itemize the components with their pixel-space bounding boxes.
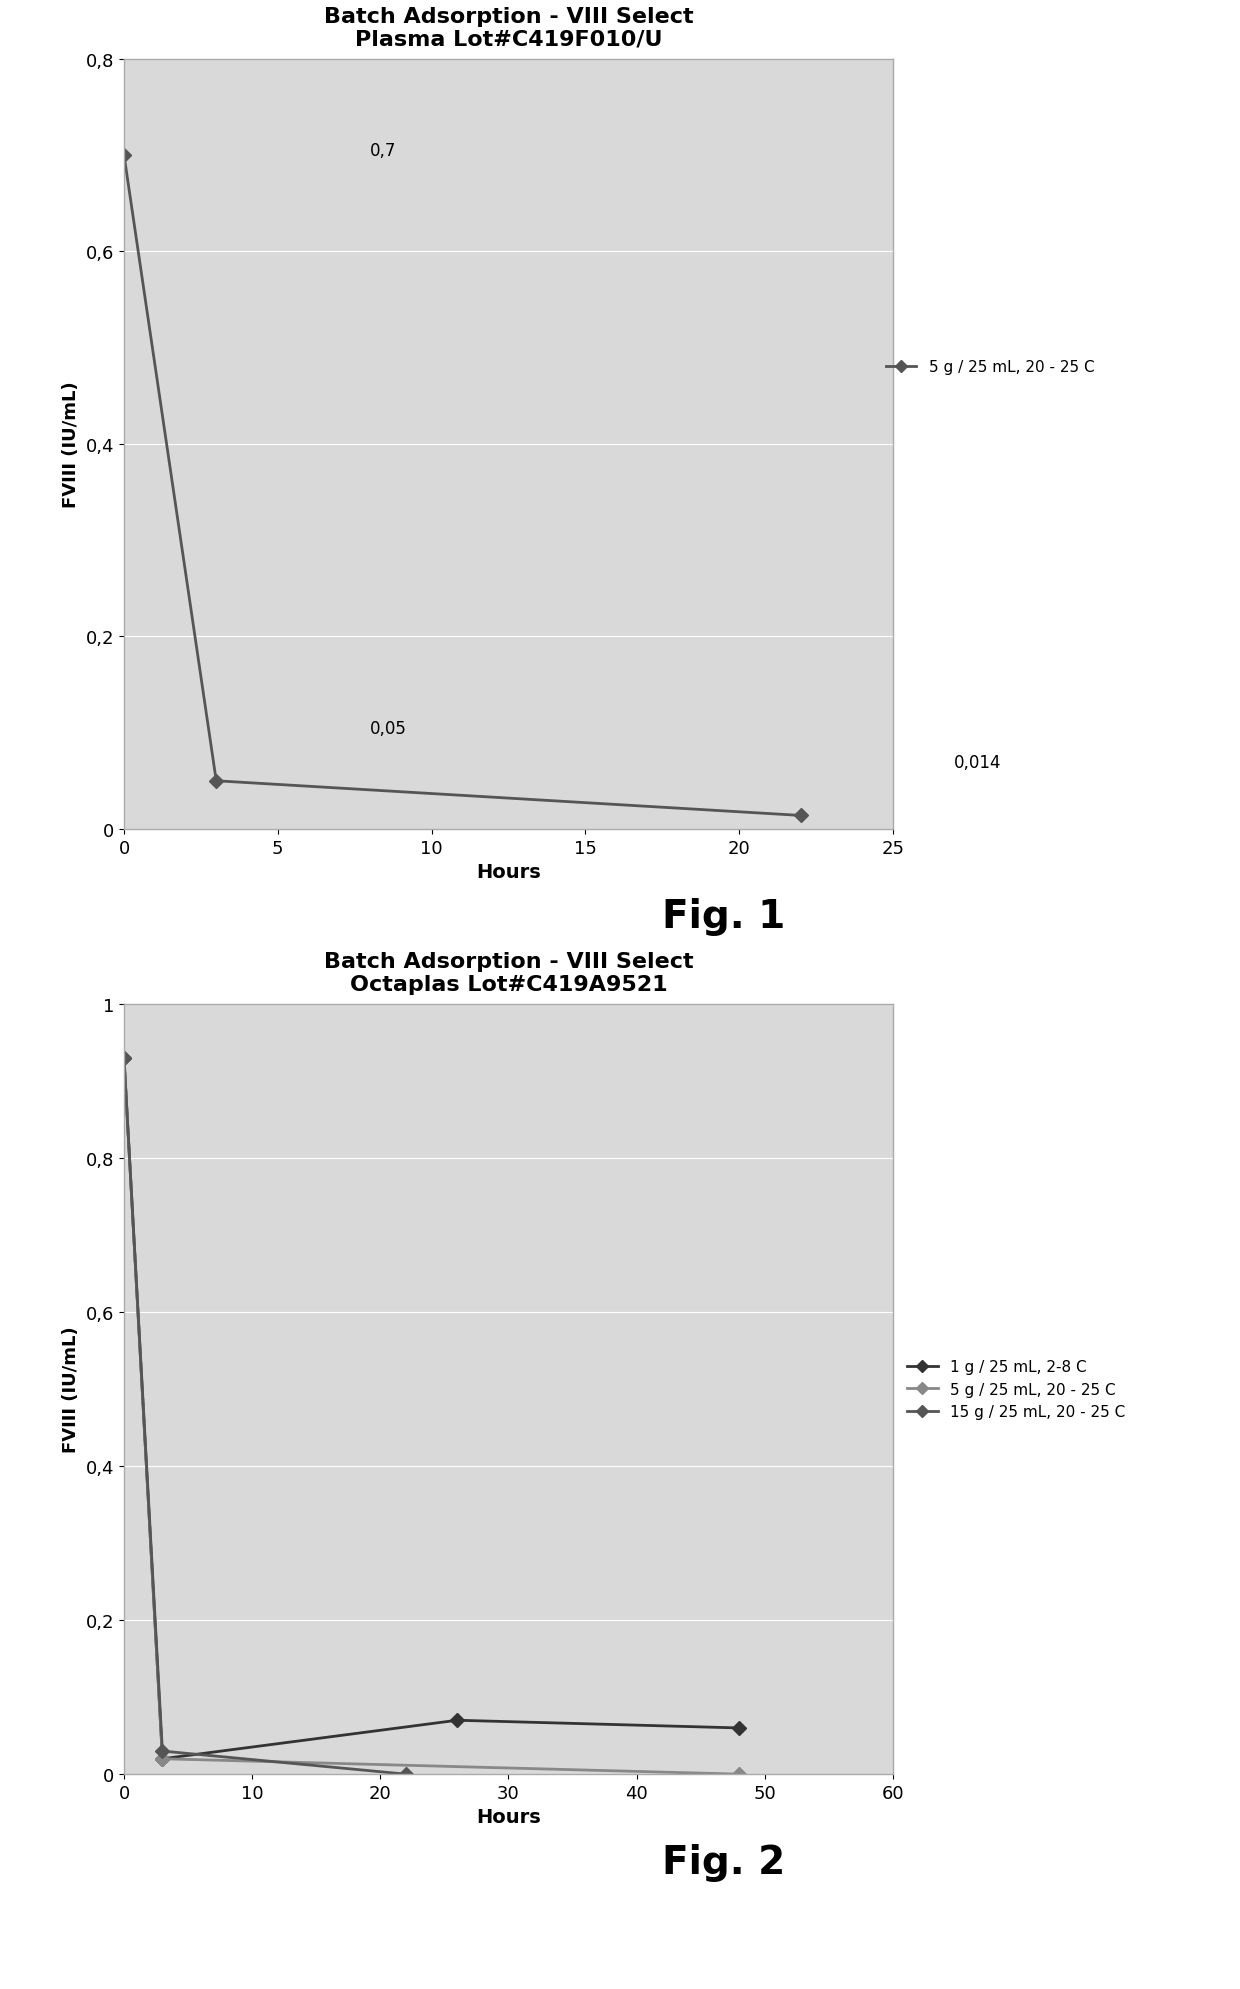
Title: Batch Adsorption - VIII Select
Plasma Lot#C419F010/U: Batch Adsorption - VIII Select Plasma Lo… [324, 6, 693, 50]
Text: 0,05: 0,05 [370, 720, 407, 738]
Y-axis label: FVIII (IU/mL): FVIII (IU/mL) [62, 382, 81, 507]
Text: 0,014: 0,014 [955, 754, 1002, 772]
Y-axis label: FVIII (IU/mL): FVIII (IU/mL) [62, 1327, 81, 1452]
Legend: 5 g / 25 mL, 20 - 25 C: 5 g / 25 mL, 20 - 25 C [880, 354, 1100, 382]
X-axis label: Hours: Hours [476, 1808, 541, 1826]
Title: Batch Adsorption - VIII Select
Octaplas Lot#C419A9521: Batch Adsorption - VIII Select Octaplas … [324, 951, 693, 994]
X-axis label: Hours: Hours [476, 863, 541, 881]
Text: Fig. 1: Fig. 1 [662, 897, 785, 937]
Text: 0,7: 0,7 [370, 141, 397, 159]
Legend: 1 g / 25 mL, 2-8 C, 5 g / 25 mL, 20 - 25 C, 15 g / 25 mL, 20 - 25 C: 1 g / 25 mL, 2-8 C, 5 g / 25 mL, 20 - 25… [901, 1353, 1131, 1426]
Text: Fig. 2: Fig. 2 [662, 1842, 785, 1882]
